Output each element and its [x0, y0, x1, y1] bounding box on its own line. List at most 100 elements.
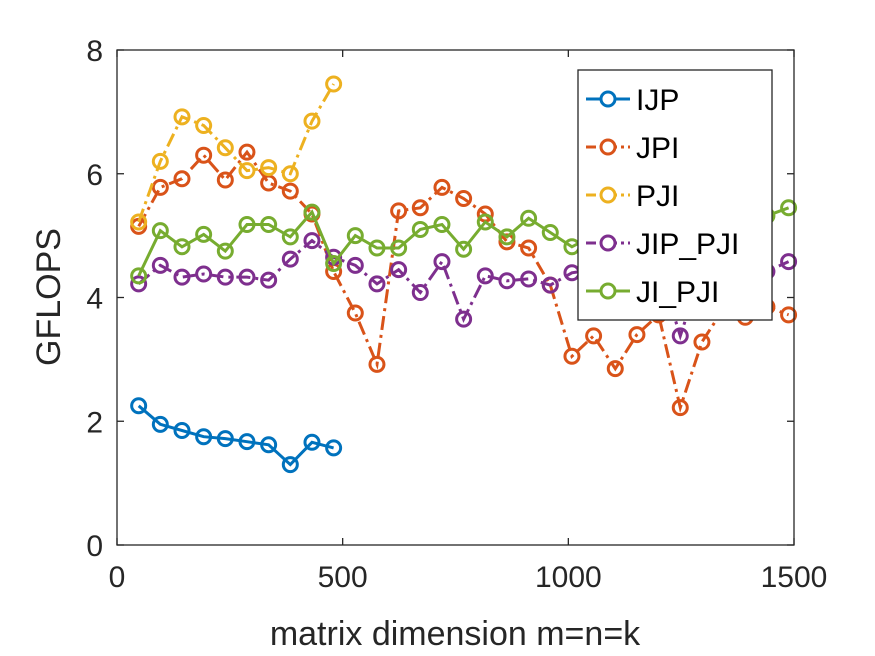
data-point-ji-pji [368, 239, 386, 257]
data-point-jpi [346, 304, 364, 322]
data-point-jip-pji [390, 261, 408, 279]
data-point-jpi [216, 171, 234, 189]
data-point-ijp [151, 415, 169, 433]
data-point-jip-pji [260, 271, 278, 289]
series-line-jip-pji [137, 238, 790, 341]
data-point-jip-pji [433, 253, 451, 271]
data-point-jpi [585, 327, 603, 345]
axis-layer: 0 500 1000 1500 0 2 4 6 8 [86, 35, 827, 594]
data-point-ijp [325, 439, 343, 457]
data-point-jpi [433, 178, 451, 196]
data-point-jpi [498, 233, 516, 251]
data-point-jpi [195, 146, 213, 164]
data-point-jip-pji [173, 268, 191, 286]
x-tick-label: 1500 [761, 561, 828, 594]
data-point-ji-pji [346, 227, 364, 245]
data-point-jpi [281, 182, 299, 200]
data-point-jpi [628, 326, 646, 344]
data-point-jip-pji [780, 253, 798, 271]
series-pji [130, 75, 343, 231]
data-point-jpi [238, 143, 256, 161]
data-point-jip-pji [238, 268, 256, 286]
data-point-jip-pji [455, 310, 473, 328]
data-point-jip-pji [476, 267, 494, 285]
data-point-jip-pji [541, 276, 559, 294]
data-point-pji [303, 112, 321, 130]
data-point-pji [173, 108, 191, 126]
data-point-ji-pji [130, 267, 148, 285]
x-tick-label: 0 [109, 561, 126, 594]
y-axis-title: GFLOPS [30, 228, 68, 366]
data-point-ijp [260, 436, 278, 454]
data-point-ji-pji [281, 228, 299, 246]
data-point-ji-pji [498, 228, 516, 246]
y-tick-label: 0 [86, 530, 103, 563]
data-point-pji [130, 213, 148, 231]
data-point-jpi [368, 355, 386, 373]
data-point-jip-pji [498, 272, 516, 290]
data-point-jpi [151, 178, 169, 196]
data-point-jip-pji [303, 232, 321, 250]
data-point-ji-pji [173, 238, 191, 256]
data-point-pji [195, 116, 213, 134]
legend: IJP JPI PJI JIP_PJI JI_PJI [577, 69, 773, 321]
data-point-ji-pji [476, 213, 494, 231]
series-ijp [130, 397, 343, 474]
data-point-pji [260, 159, 278, 177]
legend-marker-pji [599, 186, 617, 204]
y-tick-label: 4 [86, 283, 103, 316]
data-point-jip-pji [130, 275, 148, 293]
series-line-jpi [137, 149, 790, 414]
data-point-ji-pji [455, 240, 473, 258]
data-point-ji-pji [520, 209, 538, 227]
series-line-pji [137, 83, 335, 223]
data-point-jpi [455, 190, 473, 207]
data-point-jpi [606, 360, 624, 378]
legend-marker-ijp [599, 90, 617, 108]
data-point-ji-pji [390, 239, 408, 257]
data-point-ijp [216, 430, 234, 448]
data-point-ji-pji [260, 215, 278, 233]
data-point-jpi [563, 347, 581, 365]
series-line-ijp [137, 404, 334, 467]
data-point-ji-pji [195, 225, 213, 243]
data-point-pji [216, 139, 234, 157]
data-point-pji [325, 75, 343, 93]
data-point-jip-pji [520, 270, 538, 288]
x-axis-title: matrix dimension m=n=k [270, 615, 641, 653]
y-tick-label: 8 [86, 35, 103, 68]
data-point-jip-pji [368, 275, 386, 293]
data-point-ji-pji [780, 199, 798, 217]
data-point-jpi [693, 333, 711, 351]
data-point-jip-pji [346, 256, 364, 274]
data-point-jip-pji [195, 265, 213, 283]
y-tick-label: 6 [86, 159, 103, 192]
data-point-ji-pji [411, 220, 429, 238]
legend-label-jpi: JPI [636, 132, 679, 165]
data-point-ijp [173, 422, 191, 440]
data-point-ji-pji [216, 242, 234, 260]
data-point-jip-pji [151, 256, 169, 274]
legend-label-ji-pji: JI_PJI [636, 276, 719, 309]
data-point-ijp [130, 397, 148, 415]
data-point-pji [281, 165, 299, 183]
data-point-jpi [390, 202, 408, 220]
data-point-ji-pji [433, 215, 451, 233]
data-point-jpi [411, 199, 429, 217]
data-point-ijp [303, 433, 321, 451]
legend-marker-jpi [599, 138, 617, 156]
legend-label-jip-pji: JIP_PJI [636, 228, 739, 261]
data-point-ji-pji [541, 224, 559, 242]
data-point-ji-pji [325, 254, 343, 272]
data-point-jip-pji [216, 268, 234, 286]
data-point-jpi [671, 399, 689, 417]
legend-label-pji: PJI [636, 180, 679, 213]
data-point-jpi [520, 239, 538, 257]
legend-marker-ji-pji [599, 282, 617, 300]
x-tick-label: 500 [318, 561, 368, 594]
data-point-ijp [281, 456, 299, 474]
data-point-pji [238, 162, 256, 180]
data-point-ji-pji [303, 203, 321, 221]
